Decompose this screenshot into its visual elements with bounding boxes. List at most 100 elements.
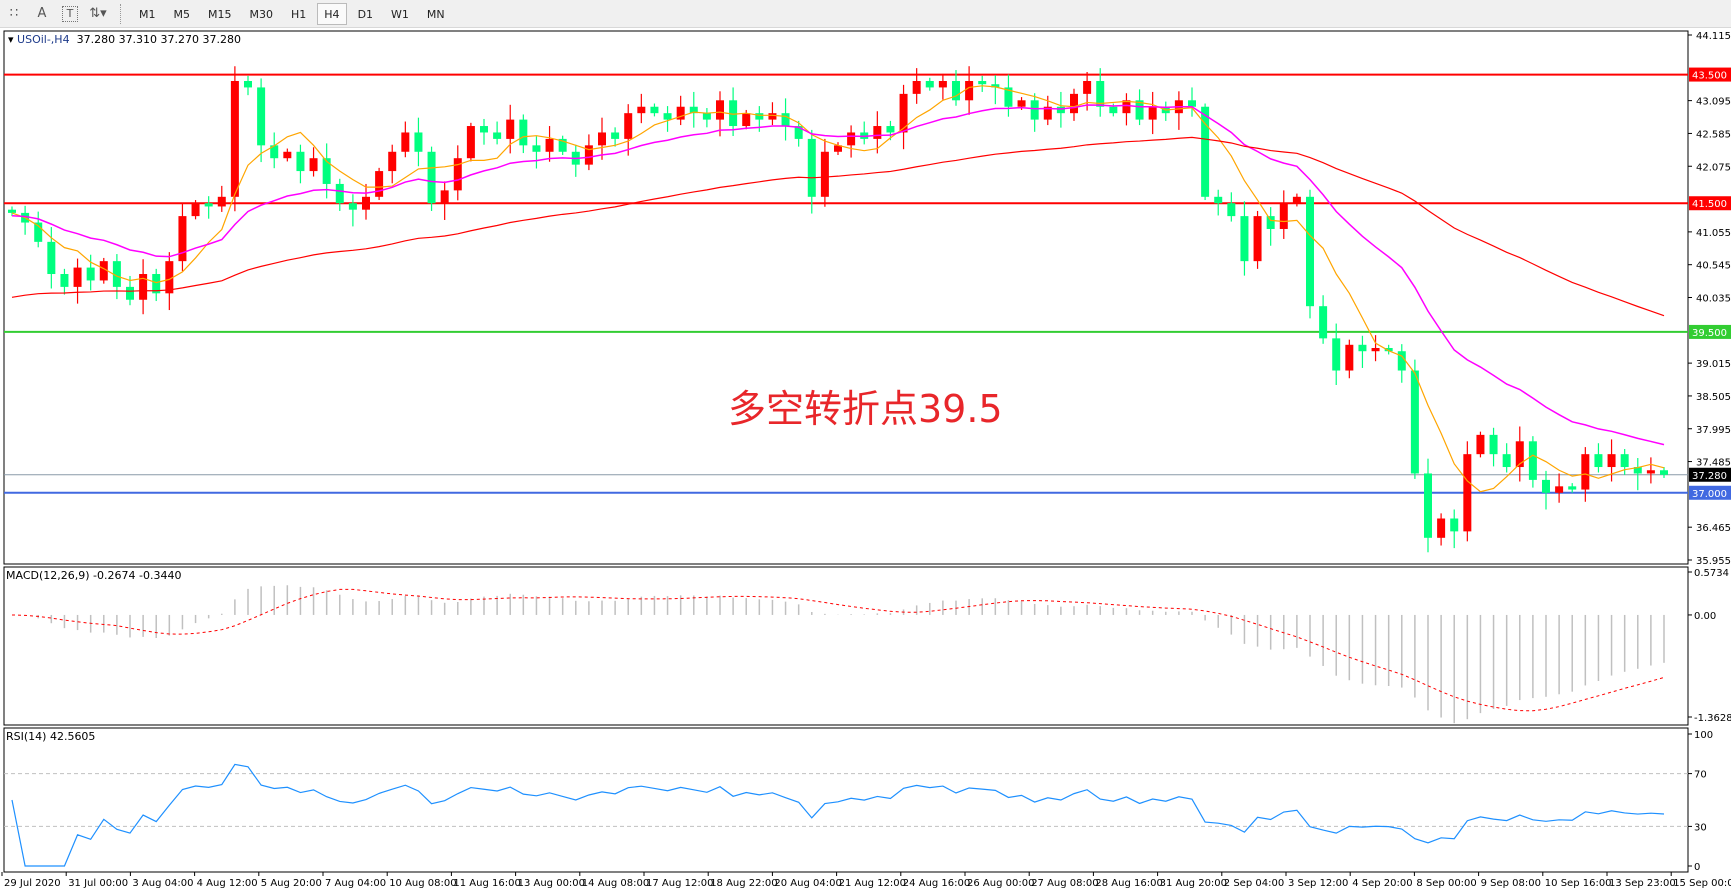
candle <box>702 113 711 120</box>
candle <box>978 81 987 85</box>
candle <box>1056 106 1065 114</box>
time-label: 31 Jul 00:00 <box>68 878 128 889</box>
timeframe-d1[interactable]: D1 <box>357 7 374 21</box>
moving-average-3 <box>11 136 1665 317</box>
time-label: 2 Sep 04:00 <box>1224 878 1284 889</box>
candle <box>716 100 724 120</box>
time-label: 17 Aug 12:00 <box>646 878 713 889</box>
candle <box>834 145 842 152</box>
annotation-text: 多空转折点39.5 <box>728 387 1003 431</box>
candle <box>1253 216 1262 262</box>
candle <box>729 100 738 127</box>
time-label: 24 Aug 16:00 <box>903 878 970 889</box>
timeframe-bar: M1 M5 M15 M30 H1 H4 D1 W1 MN <box>130 2 454 25</box>
timeframe-mn[interactable]: MN <box>426 7 445 21</box>
candle <box>637 106 646 114</box>
candle <box>362 196 370 210</box>
time-label: 15 Sep 00:00 <box>1673 878 1731 889</box>
time-label: 26 Aug 00:00 <box>967 878 1034 889</box>
candle <box>1043 106 1052 120</box>
level-label: 43.500 <box>1692 71 1727 82</box>
candle <box>584 145 593 165</box>
candle <box>1437 518 1446 538</box>
timeframe-w1[interactable]: W1 <box>391 7 409 21</box>
candle <box>1122 100 1131 114</box>
macd-pane <box>3 566 1689 726</box>
text-box-icon[interactable]: T <box>62 5 78 22</box>
candle <box>230 81 239 197</box>
candle <box>807 138 816 197</box>
candle <box>1450 518 1459 532</box>
timeframe-h1[interactable]: H1 <box>291 7 307 21</box>
candle <box>1096 81 1105 107</box>
candle <box>283 151 292 159</box>
toolbar-separator <box>120 3 122 24</box>
candle <box>1424 473 1432 538</box>
time-label: 3 Sep 12:00 <box>1288 878 1348 889</box>
candle <box>1292 196 1301 204</box>
candle <box>204 203 213 207</box>
candle <box>965 81 974 101</box>
chart-window[interactable]: 44.115 43.095 42.585 42.075 41.055 40.545 40.0… <box>0 29 1731 892</box>
candle <box>296 151 305 172</box>
moving-average-2 <box>11 104 1665 446</box>
current-price-tag <box>1689 467 1731 482</box>
candle <box>1214 196 1223 204</box>
rsi-title: RSI(14) 42.5605 <box>6 730 96 743</box>
candle <box>427 151 436 204</box>
time-label: 11 Aug 16:00 <box>453 878 520 889</box>
candle <box>1201 106 1210 197</box>
candle <box>755 113 764 120</box>
candle <box>1017 100 1026 107</box>
candle <box>1148 106 1157 120</box>
timeframe-m30[interactable]: M30 <box>249 7 274 21</box>
candle <box>217 196 226 207</box>
candle <box>781 113 790 127</box>
candle <box>165 261 174 294</box>
candle <box>1266 216 1275 229</box>
candle <box>1004 87 1013 107</box>
candle <box>375 171 384 197</box>
candle <box>348 203 357 210</box>
time-label: 9 Sep 08:00 <box>1481 878 1541 889</box>
candle <box>1332 338 1341 371</box>
candle <box>1397 351 1406 371</box>
rsi-pane <box>3 727 1689 873</box>
candle <box>1306 196 1314 307</box>
candle <box>1607 454 1616 468</box>
timeframe-m15[interactable]: M15 <box>208 7 232 21</box>
time-label: 4 Sep 20:00 <box>1352 878 1412 889</box>
candle <box>768 113 777 120</box>
timeframe-m5[interactable]: M5 <box>173 7 191 21</box>
timeframe-m1[interactable]: M1 <box>139 7 156 21</box>
candle <box>1135 100 1144 120</box>
level-label: 41.500 <box>1692 199 1727 210</box>
candle <box>506 119 515 139</box>
candle <box>1227 203 1236 217</box>
price-tick-label: 36.465 <box>1696 523 1731 534</box>
candle <box>126 286 134 300</box>
level-tag <box>1689 196 1731 211</box>
timeframe-h4[interactable]: H4 <box>317 2 347 25</box>
candle <box>1542 479 1550 493</box>
time-label: 7 Aug 04:00 <box>325 878 386 889</box>
candle <box>1371 348 1380 352</box>
candle <box>1633 467 1642 474</box>
moving-average-1 <box>11 85 1665 493</box>
candle <box>8 209 16 213</box>
arrows-icon[interactable]: ⇅▾ <box>89 6 107 21</box>
price-tick-label: 42.585 <box>1696 129 1731 140</box>
price-tick-label: 38.505 <box>1696 392 1731 403</box>
candle <box>99 261 108 281</box>
candle <box>1581 454 1590 490</box>
candle <box>1646 470 1655 474</box>
candle <box>742 113 751 127</box>
time-label: 27 Aug 08:00 <box>1031 878 1098 889</box>
candle <box>1410 370 1419 474</box>
candle <box>1568 486 1577 490</box>
text-label-icon[interactable]: A <box>37 6 47 21</box>
grid-icon[interactable]: ∷ <box>9 6 19 21</box>
main-pane <box>3 30 1689 565</box>
time-label: 13 Sep 23:00 <box>1609 878 1676 889</box>
candle <box>663 113 672 120</box>
